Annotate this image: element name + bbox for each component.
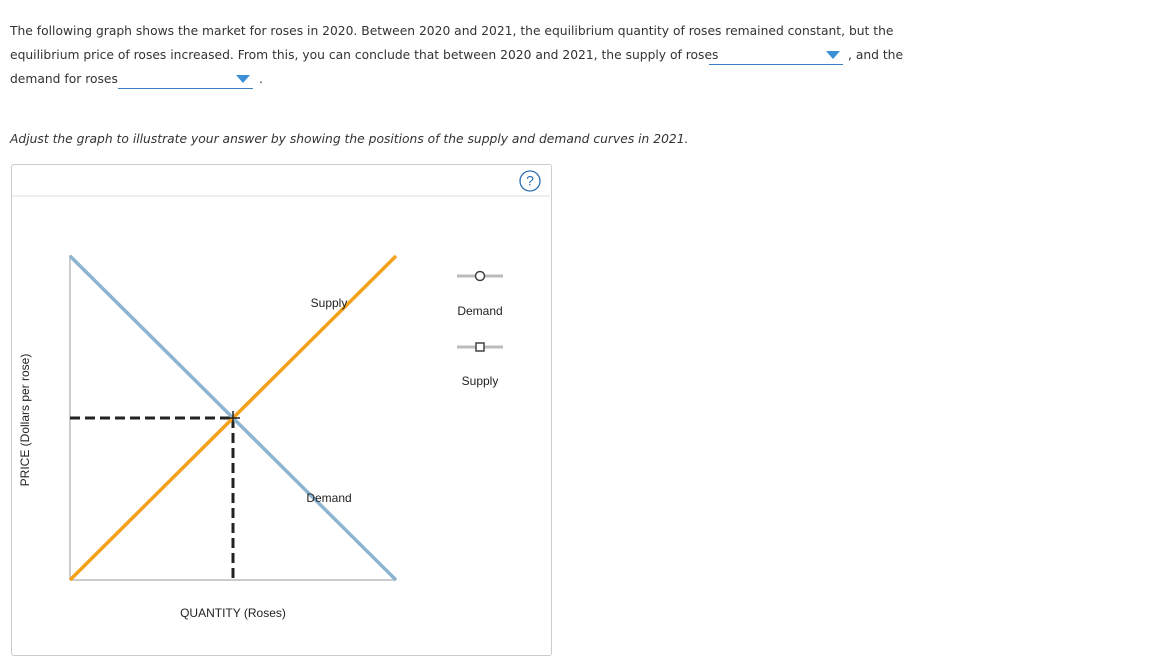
y-axis-label: PRICE (Dollars per rose) [18,354,32,487]
palette-demand-handle [474,270,486,282]
question-text: , and the [848,48,904,62]
dropdown-arrow [236,75,250,83]
curve-label: Demand [306,491,351,505]
palette-label: Supply [462,374,499,388]
palette-supply-handle [475,342,485,352]
question-text: The following graph shows the market for… [10,24,894,38]
question-text: demand for roses [10,72,118,86]
instruction: Adjust the graph to illustrate your answ… [10,132,689,146]
graph-panel [11,164,552,656]
demand-dropdown[interactable] [118,70,253,89]
palette-label: Demand [457,304,502,318]
curve-label: Supply [311,296,348,310]
help-icon[interactable] [519,170,541,192]
help-icon-text: ? [526,173,534,189]
question-text: equilibrium price of roses increased. Fr… [10,48,719,62]
equilibrium-marker [226,411,240,425]
x-axis-label: QUANTITY (Roses) [180,606,286,620]
dropdown-arrow [826,51,840,59]
question-text: . [259,72,263,86]
supply-dropdown[interactable] [709,46,843,65]
